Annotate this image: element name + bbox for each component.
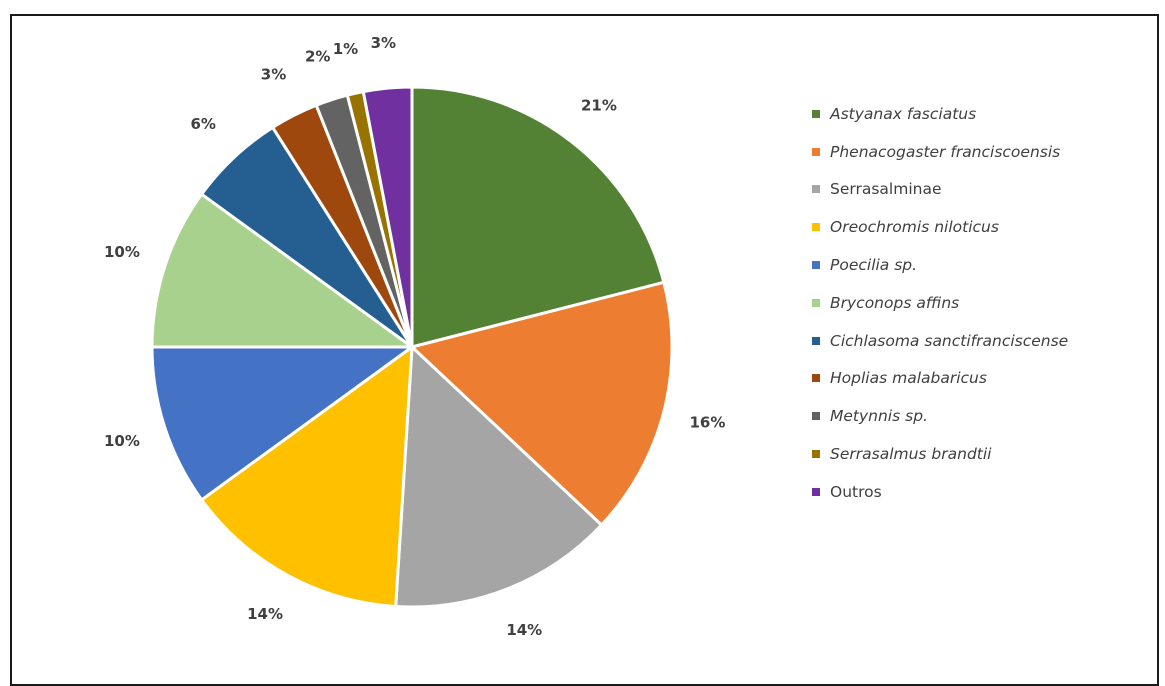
data-label-metynnis-sp: 2% — [305, 47, 330, 65]
legend-item-oreochromis-niloticus: Oreochromis niloticus — [812, 208, 1068, 246]
legend-label: Hoplias malabaricus — [830, 369, 987, 388]
data-label-oreochromis-niloticus: 14% — [247, 605, 283, 623]
data-label-serrasalmus-brandtii: 1% — [333, 40, 358, 58]
legend-label: Poecilia sp. — [830, 256, 918, 275]
data-label-phenacogaster-franciscoensis: 16% — [689, 413, 725, 431]
data-label-cichlasoma-sanctifranciscense: 6% — [190, 115, 215, 133]
legend-swatch — [812, 374, 820, 383]
legend-swatch — [812, 450, 820, 459]
legend-swatch — [812, 298, 820, 307]
legend-item-poecilia-sp: Poecilia sp. — [812, 246, 1068, 284]
legend-swatch — [812, 487, 820, 496]
pie-data-labels: 21% 16% 14% 14% 10% 10% 6% 3% 2% 1% 3% — [104, 34, 725, 639]
legend-label: Metynnis sp. — [830, 407, 928, 426]
legend-swatch — [812, 223, 820, 232]
data-label-outros: 3% — [371, 34, 396, 52]
legend-label: Serrasalmus brandtii — [830, 445, 992, 464]
legend-label: Oreochromis niloticus — [830, 218, 999, 237]
pie-slices — [150, 85, 674, 609]
legend-item-astyanax-fasciatus: Astyanax fasciatus — [812, 95, 1068, 133]
pie-slice-outros — [361, 85, 414, 349]
legend-item-outros: Outros — [812, 473, 1068, 511]
legend-item-phenacogaster-franciscoensis: Phenacogaster franciscoensis — [812, 133, 1068, 171]
pie-slice-bryconops-affins — [150, 192, 414, 349]
data-label-hoplias-malabaricus: 3% — [261, 66, 286, 84]
pie-slice-phenacogaster-franciscoensis — [410, 280, 674, 527]
data-label-poecilia-sp: 10% — [104, 432, 140, 450]
legend-item-cichlasoma-sanctifranciscense: Cichlasoma sanctifranciscense — [812, 322, 1068, 360]
data-label-bryconops-affins: 10% — [104, 243, 140, 261]
legend-item-serrasalminae: Serrasalminae — [812, 171, 1068, 209]
legend-item-serrasalmus-brandtii: Serrasalmus brandtii — [812, 435, 1068, 473]
legend-swatch — [812, 109, 820, 118]
pie-slice-serrasalminae — [394, 345, 604, 609]
legend-label: Outros — [830, 482, 882, 501]
legend-item-hoplias-malabaricus: Hoplias malabaricus — [812, 360, 1068, 398]
legend-item-metynnis-sp: Metynnis sp. — [812, 397, 1068, 435]
legend-swatch — [812, 261, 820, 270]
legend-label: Astyanax fasciatus — [830, 104, 977, 123]
legend: Astyanax fasciatus Phenacogaster francisc… — [812, 95, 1068, 511]
legend-swatch — [812, 185, 820, 194]
pie-slice-oreochromis-niloticus — [200, 345, 414, 608]
legend-swatch — [812, 147, 820, 156]
data-label-astyanax-fasciatus: 21% — [581, 97, 617, 115]
legend-swatch — [812, 336, 820, 345]
legend-swatch — [812, 412, 820, 421]
legend-label: Phenacogaster franciscoensis — [830, 142, 1061, 161]
legend-item-bryconops-affins: Bryconops affins — [812, 284, 1068, 322]
data-label-serrasalminae: 14% — [506, 621, 542, 639]
legend-label: Cichlasoma sanctifranciscense — [830, 331, 1069, 350]
legend-label: Serrasalminae — [830, 180, 942, 199]
pie-slice-poecilia-sp — [150, 345, 414, 502]
pie-slice-astyanax-fasciatus — [410, 85, 666, 349]
legend-label: Bryconops affins — [830, 293, 960, 312]
